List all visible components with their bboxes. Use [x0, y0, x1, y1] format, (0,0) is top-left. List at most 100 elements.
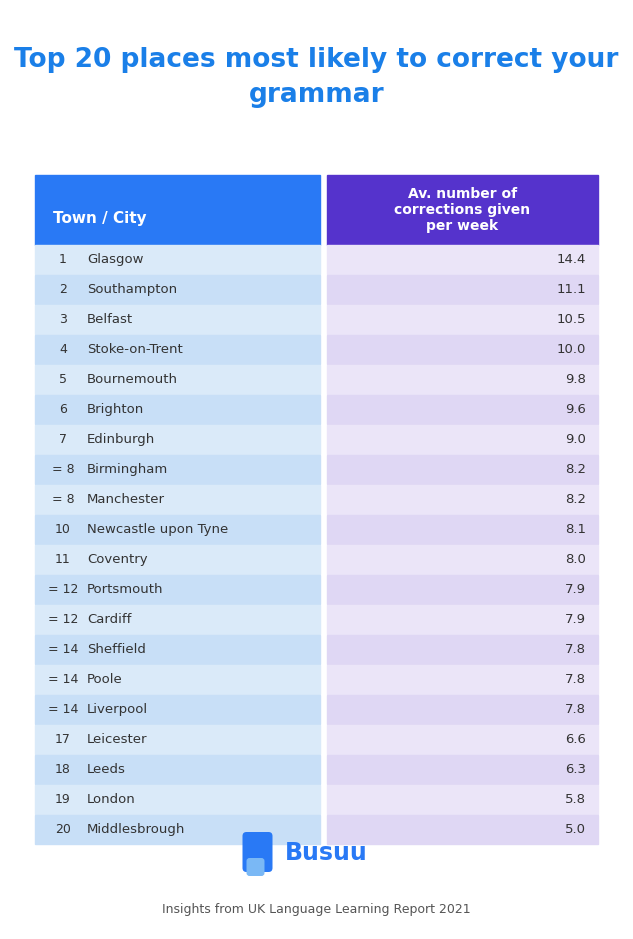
Text: 17: 17	[55, 733, 71, 746]
Text: 10.0: 10.0	[556, 343, 586, 356]
Bar	[35, 175, 320, 245]
Bar	[35, 725, 320, 754]
Text: Middlesbrough: Middlesbrough	[87, 823, 185, 836]
Bar	[327, 545, 598, 574]
Bar	[35, 395, 320, 424]
Bar	[35, 455, 320, 484]
Bar	[327, 245, 598, 274]
Text: = 14: = 14	[48, 673, 78, 686]
Text: Poole: Poole	[87, 673, 123, 686]
Text: 8.0: 8.0	[565, 553, 586, 566]
Bar	[327, 275, 598, 304]
Text: Manchester: Manchester	[87, 493, 165, 506]
Text: = 8: = 8	[52, 493, 74, 506]
Text: 8.2: 8.2	[565, 493, 586, 506]
Bar	[35, 695, 320, 724]
Bar	[35, 545, 320, 574]
Bar	[327, 515, 598, 544]
Text: 5: 5	[59, 373, 67, 386]
Text: 9.0: 9.0	[565, 433, 586, 446]
Bar	[35, 515, 320, 544]
Bar	[35, 305, 320, 334]
Bar	[35, 365, 320, 394]
Bar	[35, 605, 320, 634]
Text: = 14: = 14	[48, 643, 78, 656]
Text: Cardiff: Cardiff	[87, 613, 132, 626]
Text: 9.6: 9.6	[565, 403, 586, 416]
Text: 7.8: 7.8	[565, 703, 586, 716]
Text: Leeds: Leeds	[87, 763, 126, 776]
Text: 11: 11	[55, 553, 71, 566]
Bar	[327, 365, 598, 394]
Text: 1: 1	[59, 253, 67, 266]
Text: Leicester: Leicester	[87, 733, 147, 746]
Bar	[35, 575, 320, 604]
Bar	[35, 485, 320, 514]
Text: Edinburgh: Edinburgh	[87, 433, 155, 446]
Text: Newcastle upon Tyne: Newcastle upon Tyne	[87, 523, 229, 536]
Text: = 8: = 8	[52, 463, 74, 476]
Text: 9.8: 9.8	[565, 373, 586, 386]
Text: Bournemouth: Bournemouth	[87, 373, 178, 386]
Text: = 12: = 12	[48, 583, 78, 596]
Text: 10.5: 10.5	[556, 313, 586, 326]
Text: 11.1: 11.1	[556, 283, 586, 296]
Text: Busuu: Busuu	[284, 841, 367, 865]
Bar	[327, 395, 598, 424]
Bar	[35, 815, 320, 844]
Text: Glasgow: Glasgow	[87, 253, 144, 266]
Bar	[327, 455, 598, 484]
Text: Birmingham: Birmingham	[87, 463, 168, 476]
Text: 6.6: 6.6	[565, 733, 586, 746]
Text: Stoke-on-Trent: Stoke-on-Trent	[87, 343, 183, 356]
Text: Brighton: Brighton	[87, 403, 144, 416]
Text: 7.9: 7.9	[565, 583, 586, 596]
Bar	[35, 755, 320, 784]
Text: 10: 10	[55, 523, 71, 536]
Text: London: London	[87, 793, 135, 806]
Text: 6: 6	[59, 403, 67, 416]
Bar	[327, 485, 598, 514]
Bar	[327, 605, 598, 634]
Text: 5.8: 5.8	[565, 793, 586, 806]
Bar	[327, 305, 598, 334]
Text: 7.9: 7.9	[565, 613, 586, 626]
Text: grammar: grammar	[249, 82, 384, 108]
Text: 18: 18	[55, 763, 71, 776]
Text: 3: 3	[59, 313, 67, 326]
Bar	[327, 635, 598, 664]
Text: Av. number of
corrections given
per week: Av. number of corrections given per week	[394, 187, 530, 233]
Bar	[327, 815, 598, 844]
Text: Town / City: Town / City	[53, 211, 147, 226]
Text: Sheffield: Sheffield	[87, 643, 146, 656]
Bar	[327, 575, 598, 604]
Text: 20: 20	[55, 823, 71, 836]
FancyBboxPatch shape	[246, 858, 265, 876]
Bar	[35, 635, 320, 664]
Text: Southampton: Southampton	[87, 283, 177, 296]
Text: 19: 19	[55, 793, 71, 806]
Text: 7: 7	[59, 433, 67, 446]
Text: 7.8: 7.8	[565, 673, 586, 686]
Bar	[327, 785, 598, 814]
Text: = 14: = 14	[48, 703, 78, 716]
Text: 4: 4	[59, 343, 67, 356]
Text: 7.8: 7.8	[565, 643, 586, 656]
Bar	[327, 335, 598, 364]
Text: Liverpool: Liverpool	[87, 703, 148, 716]
Bar	[327, 695, 598, 724]
Bar	[35, 665, 320, 694]
Bar	[35, 785, 320, 814]
Bar	[35, 245, 320, 274]
Text: 8.1: 8.1	[565, 523, 586, 536]
Bar	[327, 175, 598, 245]
Text: Top 20 places most likely to correct your: Top 20 places most likely to correct you…	[15, 47, 618, 73]
Bar	[327, 425, 598, 454]
Text: 8.2: 8.2	[565, 463, 586, 476]
Bar	[327, 665, 598, 694]
FancyBboxPatch shape	[242, 832, 272, 872]
Text: = 12: = 12	[48, 613, 78, 626]
Text: 6.3: 6.3	[565, 763, 586, 776]
Bar	[35, 335, 320, 364]
Text: Insights from UK Language Learning Report 2021: Insights from UK Language Learning Repor…	[162, 903, 471, 916]
